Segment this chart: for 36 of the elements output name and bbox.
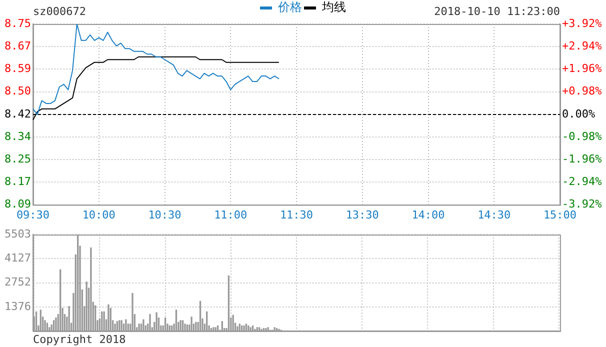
y-tick-label: 8.75 (4, 16, 31, 30)
y2-tick-label: -0.98% (562, 130, 602, 143)
y2-tick-label: +0.98% (562, 84, 602, 98)
text: Copyright 2018 (33, 332, 126, 346)
y-tick-label: 2752 (4, 276, 31, 289)
x-tick-label: 14:00 (412, 208, 445, 222)
x-tick-label: 10:00 (82, 208, 116, 222)
x-tick-label: 13:30 (346, 208, 379, 222)
legend-label: 均线 (321, 0, 346, 14)
x-tick-label: 15:00 (543, 208, 577, 222)
y2-tick-label: -1.96% (562, 152, 602, 166)
y-tick-label: 8.25 (4, 152, 31, 166)
y2-tick-label: 0.00% (562, 107, 596, 120)
text: sz000672 (33, 4, 86, 18)
y2-tick-label: -3.92% (562, 198, 602, 211)
y-tick-label: 1376 (4, 300, 31, 313)
y-tick-label: 8.67 (4, 39, 31, 52)
x-tick-label: 11:30 (280, 208, 314, 222)
y2-tick-label: +2.94% (562, 39, 602, 52)
y-tick-label: 8.09 (4, 198, 31, 211)
x-tick-label: 11:00 (214, 208, 248, 222)
y-tick-label: 8.59 (4, 62, 31, 76)
y-tick-label: 5503 (4, 227, 31, 240)
y-tick-label: 8.42 (4, 107, 31, 120)
legend-label: 价格 (277, 0, 302, 14)
y2-tick-label: -2.94% (562, 175, 602, 188)
x-tick-label: 10:30 (148, 208, 182, 222)
x-tick-label: 14:30 (478, 208, 511, 222)
x-tick-label: 09:30 (16, 208, 50, 222)
text: 2018-10-10 11:23:00 (434, 4, 560, 18)
y-tick-label: 8.34 (4, 130, 32, 143)
y-tick-label: 8.50 (4, 84, 31, 98)
y2-tick-label: +1.96% (562, 62, 602, 76)
y-tick-label: 4127 (4, 252, 31, 265)
y2-tick-label: +3.92% (562, 16, 602, 30)
y-tick-label: 8.17 (4, 175, 31, 188)
